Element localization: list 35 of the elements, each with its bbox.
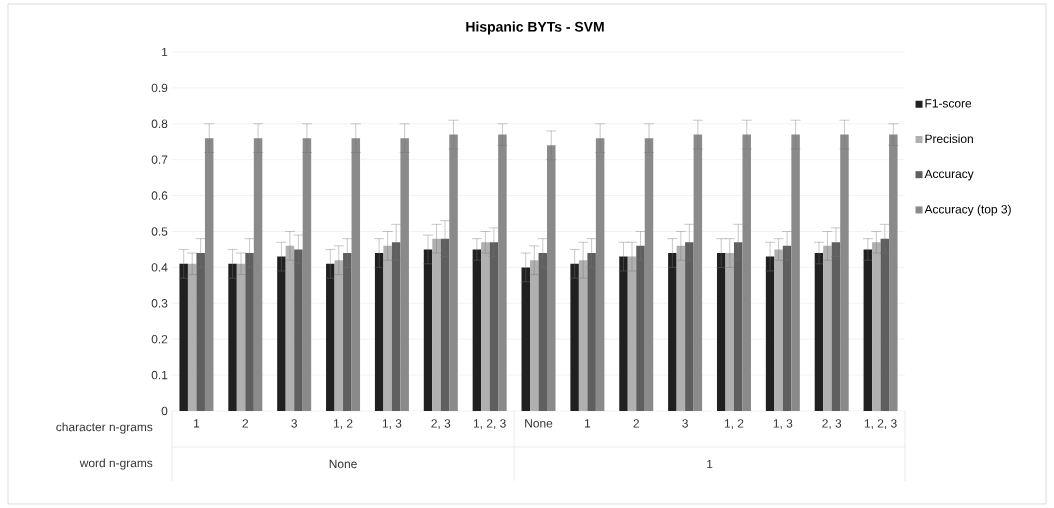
x-tick-label: 3 (291, 419, 297, 428)
x-tick-label: 1 (194, 419, 200, 428)
x-tick-label: 2 (633, 419, 639, 428)
x-tick-label: 1, 2 (724, 419, 744, 430)
legend-label: Accuracy (924, 169, 974, 181)
x-tick-label: 1, 2, 3 (864, 419, 897, 430)
y-tick-label: 0.3 (151, 299, 168, 308)
text: character n-grams (56, 422, 153, 434)
y-tick-label: 0.5 (151, 227, 168, 236)
x-tick-label: 2, 3 (822, 419, 842, 430)
x-tick-label: 1, 3 (773, 419, 793, 430)
x-tick-label: 2, 3 (431, 419, 451, 430)
x-tick-label: 3 (682, 419, 688, 428)
x-tick-label: 1 (584, 419, 591, 428)
text: word n-grams (79, 458, 153, 470)
x-tick-label: 1, 2 (333, 419, 353, 430)
legend-label: Precision (925, 134, 973, 144)
y-tick-label: 0.9 (151, 83, 168, 93)
legend-label: Accuracy (top 3) (924, 204, 1011, 216)
y-tick-label: 0 (161, 406, 168, 416)
text: 1 (707, 459, 713, 469)
y-tick-label: 0.4 (151, 263, 168, 272)
y-tick-label: 0.8 (151, 119, 168, 129)
x-tick-label: None (525, 419, 553, 428)
y-tick-label: 0.7 (151, 155, 168, 164)
x-tick-label: 1, 3 (382, 419, 402, 430)
y-tick-label: 0.1 (151, 370, 168, 380)
y-tick-label: 0.2 (151, 334, 168, 344)
y-tick-label: 1 (162, 47, 168, 57)
legend-label: F1-score (925, 99, 972, 108)
text: None (329, 459, 357, 469)
chart-title: Hispanic BYTs - SVM (466, 21, 604, 35)
x-tick-label: 1, 2, 3 (473, 419, 506, 430)
x-tick-label: 2 (242, 419, 249, 428)
y-tick-label: 0.6 (151, 191, 168, 200)
